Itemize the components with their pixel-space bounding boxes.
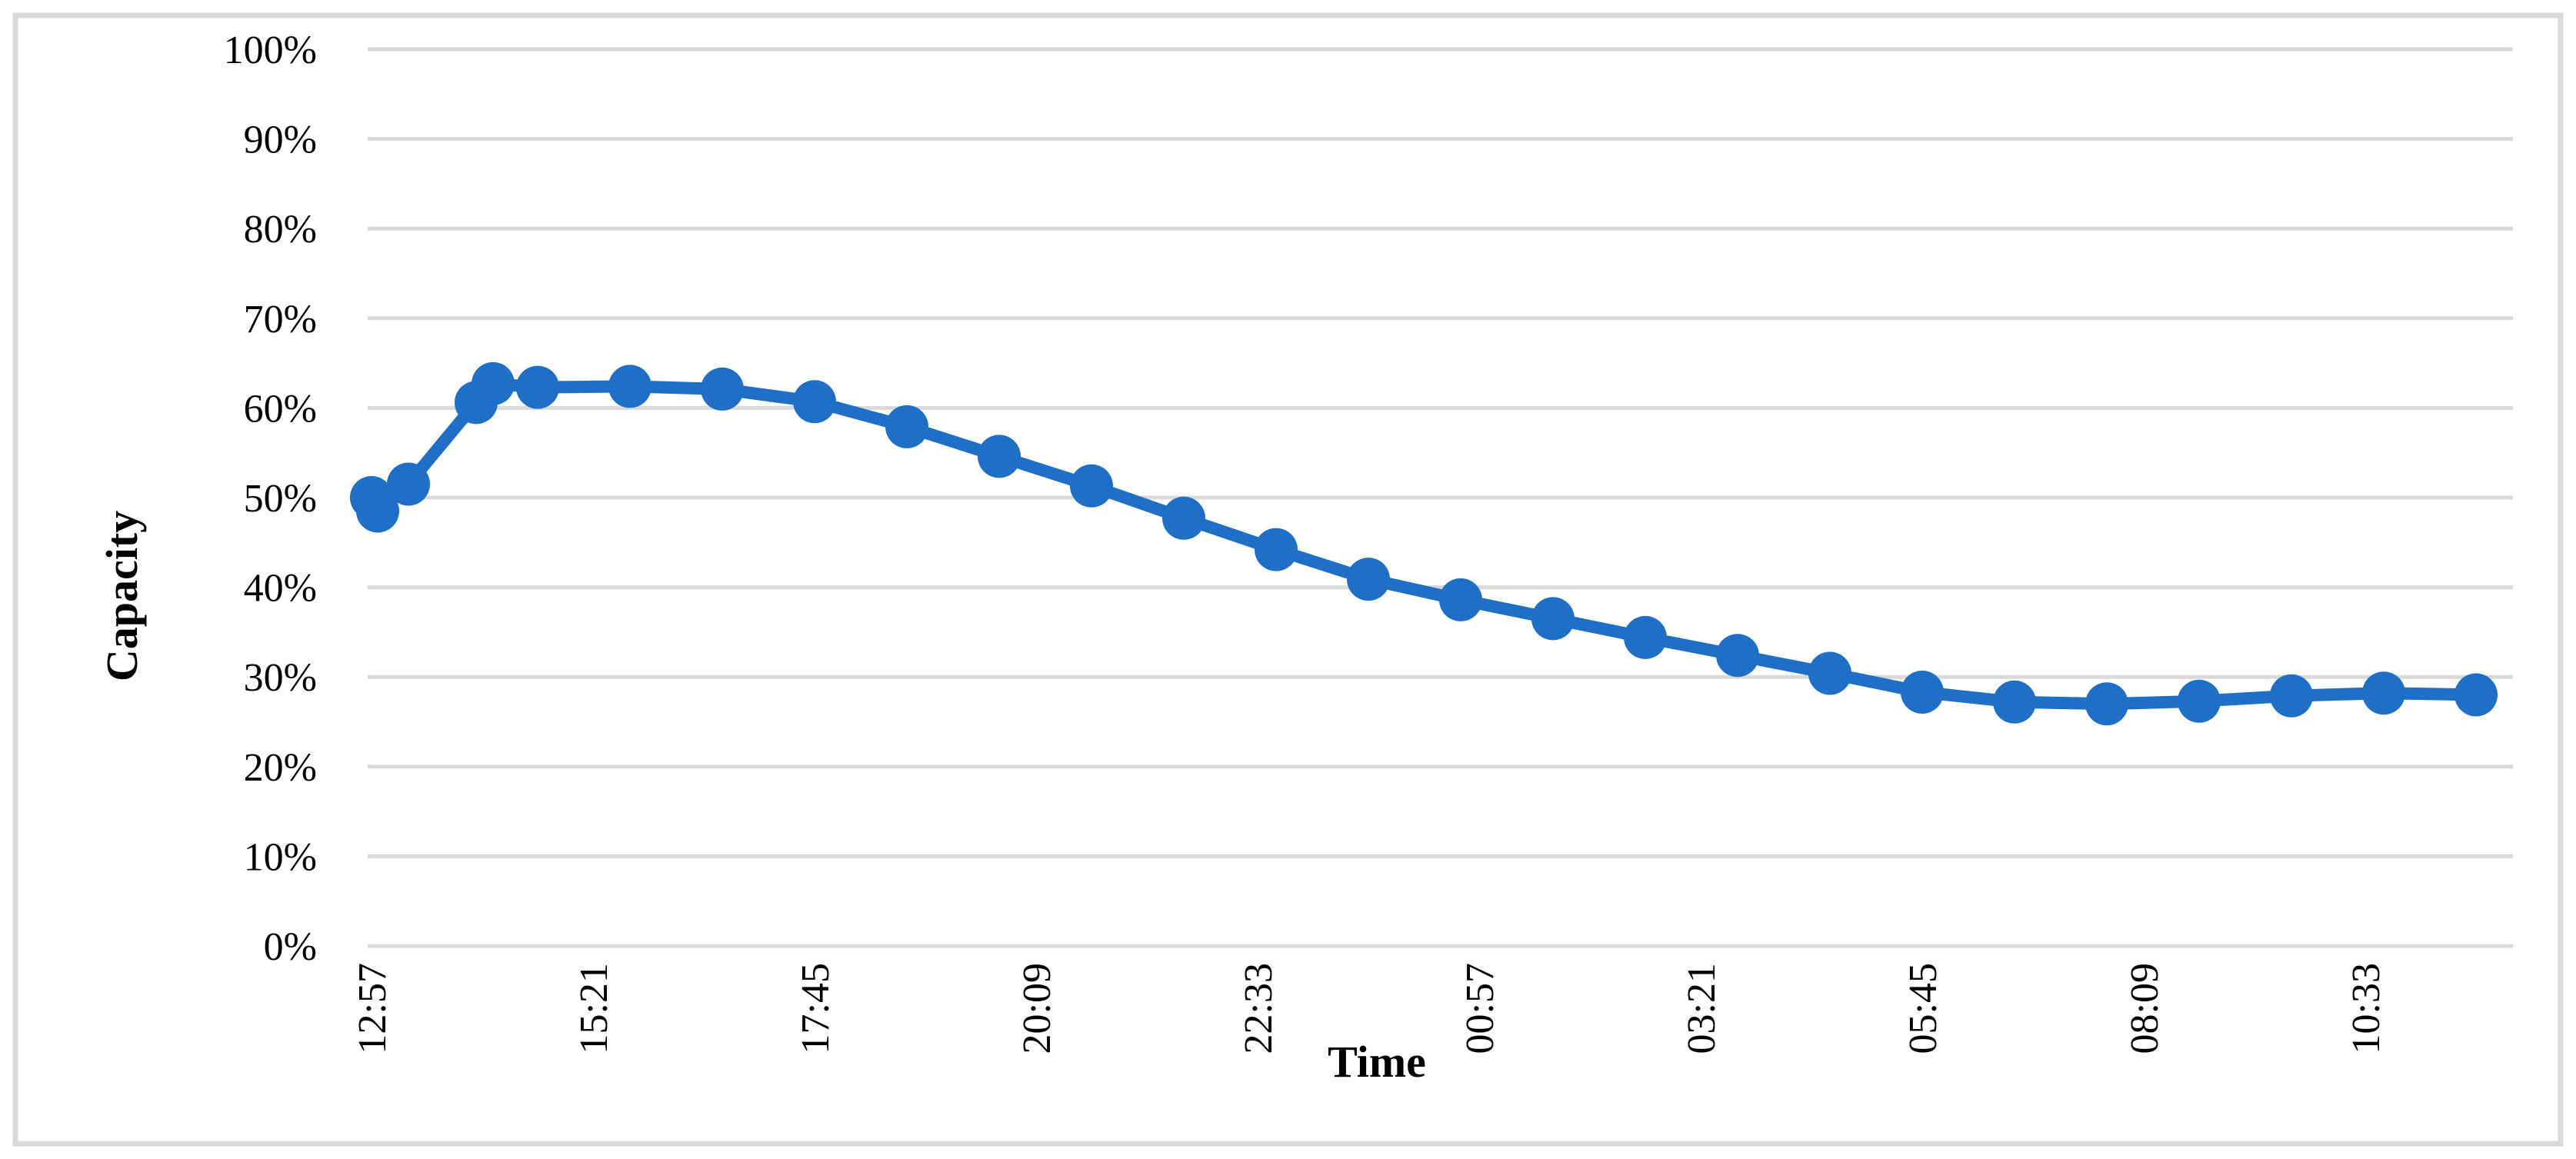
data-point-marker bbox=[608, 365, 651, 408]
data-point-marker bbox=[978, 435, 1021, 478]
gridlines bbox=[368, 47, 2513, 948]
data-point-marker bbox=[1716, 634, 1759, 678]
x-tick-label: 20:09 bbox=[1015, 963, 1059, 1054]
capacity-series bbox=[350, 361, 2498, 726]
data-point-marker bbox=[472, 361, 515, 405]
data-point-marker bbox=[1439, 578, 1482, 621]
data-point-marker bbox=[2270, 674, 2313, 718]
data-point-marker bbox=[1255, 528, 1298, 571]
data-point-marker bbox=[2454, 673, 2498, 717]
y-tick-label: 40% bbox=[244, 567, 317, 611]
y-tick-label: 60% bbox=[244, 387, 317, 431]
y-tick-label: 30% bbox=[244, 656, 317, 700]
data-point-marker bbox=[1808, 651, 1851, 695]
x-axis-tick-labels: 12:57 15:21 17:45 20:09 22:33 00:57 03:21 05:45… bbox=[351, 963, 2388, 1054]
data-point-marker bbox=[1624, 615, 1667, 659]
y-tick-label: 70% bbox=[244, 298, 317, 341]
x-tick-label: 15:21 bbox=[572, 963, 616, 1054]
x-tick-label: 17:45 bbox=[794, 963, 838, 1054]
data-point-marker bbox=[701, 367, 744, 411]
x-tick-label: 12:57 bbox=[351, 963, 395, 1054]
y-tick-label: 100% bbox=[224, 28, 317, 72]
x-tick-label: 03:21 bbox=[1680, 963, 1724, 1054]
data-point-marker bbox=[1070, 464, 1113, 508]
data-point-marker bbox=[885, 405, 928, 448]
y-tick-label: 10% bbox=[244, 835, 317, 879]
data-point-marker bbox=[516, 365, 559, 409]
x-tick-label: 10:33 bbox=[2344, 963, 2388, 1054]
data-point-marker bbox=[1993, 680, 2036, 724]
y-tick-label: 20% bbox=[244, 746, 317, 790]
y-axis-tick-labels: 0% 10% 20% 30% 40% 50% 60% 70% 80% 90% 100% bbox=[224, 28, 317, 969]
y-tick-label: 0% bbox=[264, 925, 317, 969]
data-point-marker bbox=[2085, 682, 2128, 726]
y-axis-title: Capacity bbox=[97, 511, 147, 681]
x-tick-label: 00:57 bbox=[1458, 963, 1502, 1054]
x-tick-label: 08:09 bbox=[2123, 963, 2167, 1054]
data-point-marker bbox=[356, 489, 399, 533]
x-tick-label: 05:45 bbox=[1901, 963, 1945, 1054]
x-axis-title: Time bbox=[1328, 1037, 1426, 1087]
capacity-line bbox=[365, 377, 2482, 711]
data-point-marker bbox=[1162, 496, 1205, 540]
x-tick-label: 22:33 bbox=[1237, 963, 1281, 1054]
chart-border bbox=[12, 12, 2564, 1147]
y-tick-label: 50% bbox=[244, 477, 317, 521]
data-point-marker bbox=[1347, 558, 1390, 601]
data-point-marker bbox=[2178, 679, 2221, 723]
y-tick-label: 80% bbox=[244, 208, 317, 251]
data-point-marker bbox=[1531, 597, 1575, 641]
data-point-marker bbox=[1901, 671, 1944, 714]
y-tick-label: 90% bbox=[244, 118, 317, 162]
data-point-marker bbox=[387, 462, 430, 506]
data-point-marker bbox=[793, 380, 836, 424]
data-point-marker bbox=[2362, 671, 2405, 715]
